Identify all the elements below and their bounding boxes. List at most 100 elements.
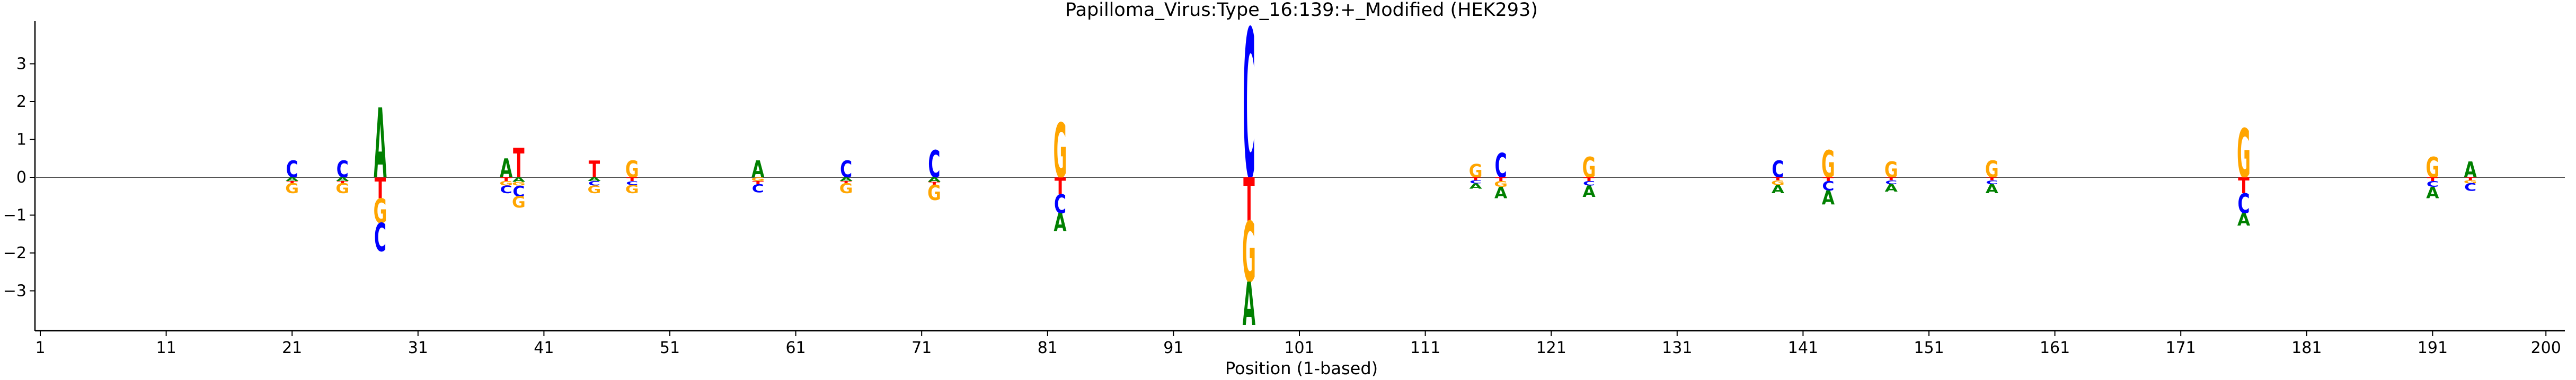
logo-letter-T: T [840, 180, 852, 184]
logo-letter-C: C [1054, 189, 1066, 220]
x-tick-label: 71 [911, 339, 932, 357]
logo-letter-C: C [500, 184, 512, 196]
x-tick-label: 131 [1662, 339, 1692, 357]
logo-letter-G: G [1469, 160, 1483, 182]
logo-letter-C: C [1986, 179, 1998, 185]
logo-letter-G: G [1494, 179, 1508, 188]
logo-letter-A: A [2464, 157, 2477, 183]
logo-letter-G: G [512, 194, 526, 212]
logo-letter-T: T [2465, 177, 2476, 182]
logo-letter-G: G [1242, 204, 1256, 301]
logo-letter-C: C [1772, 156, 1784, 184]
logo-letter-G: G [285, 180, 299, 196]
x-axis-title: Position (1-based) [1225, 358, 1378, 378]
logo-letter-A: A [928, 176, 941, 184]
y-tick-label: −3 [3, 282, 26, 301]
logo-letter-T: T [286, 180, 298, 184]
logo-letter-T: T [2427, 176, 2439, 182]
logo-letter-A: A [1054, 209, 1067, 237]
logo-letter-G: G [335, 180, 349, 196]
logo-letter-T: T [1885, 177, 1897, 182]
logo-letter-G: G [1771, 179, 1785, 186]
x-tick-label: 31 [408, 339, 428, 357]
logo-letter-A: A [286, 176, 298, 182]
y-tick-label: 1 [16, 131, 26, 149]
logo-letter-G: G [2425, 151, 2439, 184]
x-tick-label: 151 [1914, 339, 1944, 357]
logo-letter-G: G [751, 176, 765, 182]
x-tick-label: 161 [2040, 339, 2070, 357]
logo-letter-T: T [1583, 176, 1595, 182]
x-tick-label: 121 [1536, 339, 1566, 357]
logo-letter-A: A [1469, 182, 1482, 190]
logo-letter-C: C [374, 216, 386, 261]
logo-letter-C: C [752, 182, 764, 195]
logo-letter-C: C [626, 180, 638, 186]
logo-letter-C: C [1243, 0, 1255, 226]
x-tick-label: 51 [660, 339, 680, 357]
logo-letter-T: T [500, 176, 512, 182]
logo-letter-C: C [2464, 182, 2476, 194]
logo-letter-T: T [1470, 177, 1482, 182]
logo-letter-T: T [1772, 177, 1784, 182]
y-tick-label: 2 [16, 93, 26, 111]
y-tick-label: 0 [16, 168, 26, 187]
logo-letter-G: G [588, 184, 601, 196]
logo-letter-T: T [1055, 173, 1066, 201]
logo-letter-A: A [512, 176, 526, 184]
x-tick-label: 21 [282, 339, 302, 357]
logo-letter-A: A [1582, 183, 1596, 201]
logo-letter-T: T [375, 172, 386, 205]
logo-letter-G: G [927, 182, 941, 205]
x-tick-label: 141 [1788, 339, 1818, 357]
logo-letter-C: C [2237, 188, 2250, 220]
x-tick-label: 61 [786, 339, 806, 357]
logo-letter-T: T [753, 180, 764, 185]
logo-letter-A: A [1772, 183, 1784, 196]
logo-letter-T: T [1495, 176, 1507, 182]
logo-letter-G: G [1884, 157, 1898, 183]
logo-letter-G: G [839, 180, 853, 196]
logo-letter-G: G [1821, 142, 1835, 186]
logo-letter-G: G [625, 183, 639, 196]
logo-letter-G: G [2237, 115, 2251, 193]
logo-letter-C: C [588, 180, 600, 187]
x-tick-label: 11 [156, 339, 176, 357]
logo-letter-G: G [625, 156, 639, 184]
logo-letter-T: T [337, 180, 349, 184]
logo-letter-C: C [1495, 146, 1507, 185]
chart-title: Papilloma_Virus:Type_16:139:+_Modified (… [1065, 0, 1538, 21]
logo-letter-C: C [1822, 178, 1834, 194]
x-tick-label: 1 [35, 339, 45, 357]
logo-letter-G: G [499, 180, 513, 187]
logo-letter-A: A [751, 156, 765, 184]
logo-letter-T: T [1243, 166, 1254, 236]
logo-letter-A: A [500, 153, 512, 184]
logo-letter-T: T [2238, 173, 2249, 198]
y-tick-label: 3 [16, 55, 26, 74]
logo-letter-T: T [589, 156, 600, 184]
x-tick-label: 191 [2418, 339, 2448, 357]
logo-letter-A: A [588, 176, 600, 182]
logo-letter-A: A [1986, 182, 1999, 196]
x-tick-label: 200 [2531, 339, 2561, 357]
logo-letter-T: T [1986, 177, 1998, 182]
logo-letter-C: C [2427, 179, 2439, 188]
logo-letter-G: G [1985, 156, 1999, 184]
logo-letter-A: A [839, 176, 852, 182]
logo-letter-T: T [513, 140, 525, 187]
logo-letter-T: T [1822, 176, 1834, 182]
y-tick-label: −1 [3, 206, 26, 225]
x-tick-label: 91 [1163, 339, 1183, 357]
logo-letter-G: G [512, 181, 526, 187]
logo-letter-C: C [1583, 180, 1595, 187]
logo-letter-C: C [512, 183, 525, 200]
x-tick-label: 171 [2166, 339, 2196, 357]
logo-letter-G: G [1054, 108, 1067, 195]
logo-letter-C: C [337, 156, 349, 184]
x-tick-label: 181 [2291, 339, 2322, 357]
x-tick-label: 41 [534, 339, 554, 357]
logo-letter-A: A [1494, 184, 1508, 202]
